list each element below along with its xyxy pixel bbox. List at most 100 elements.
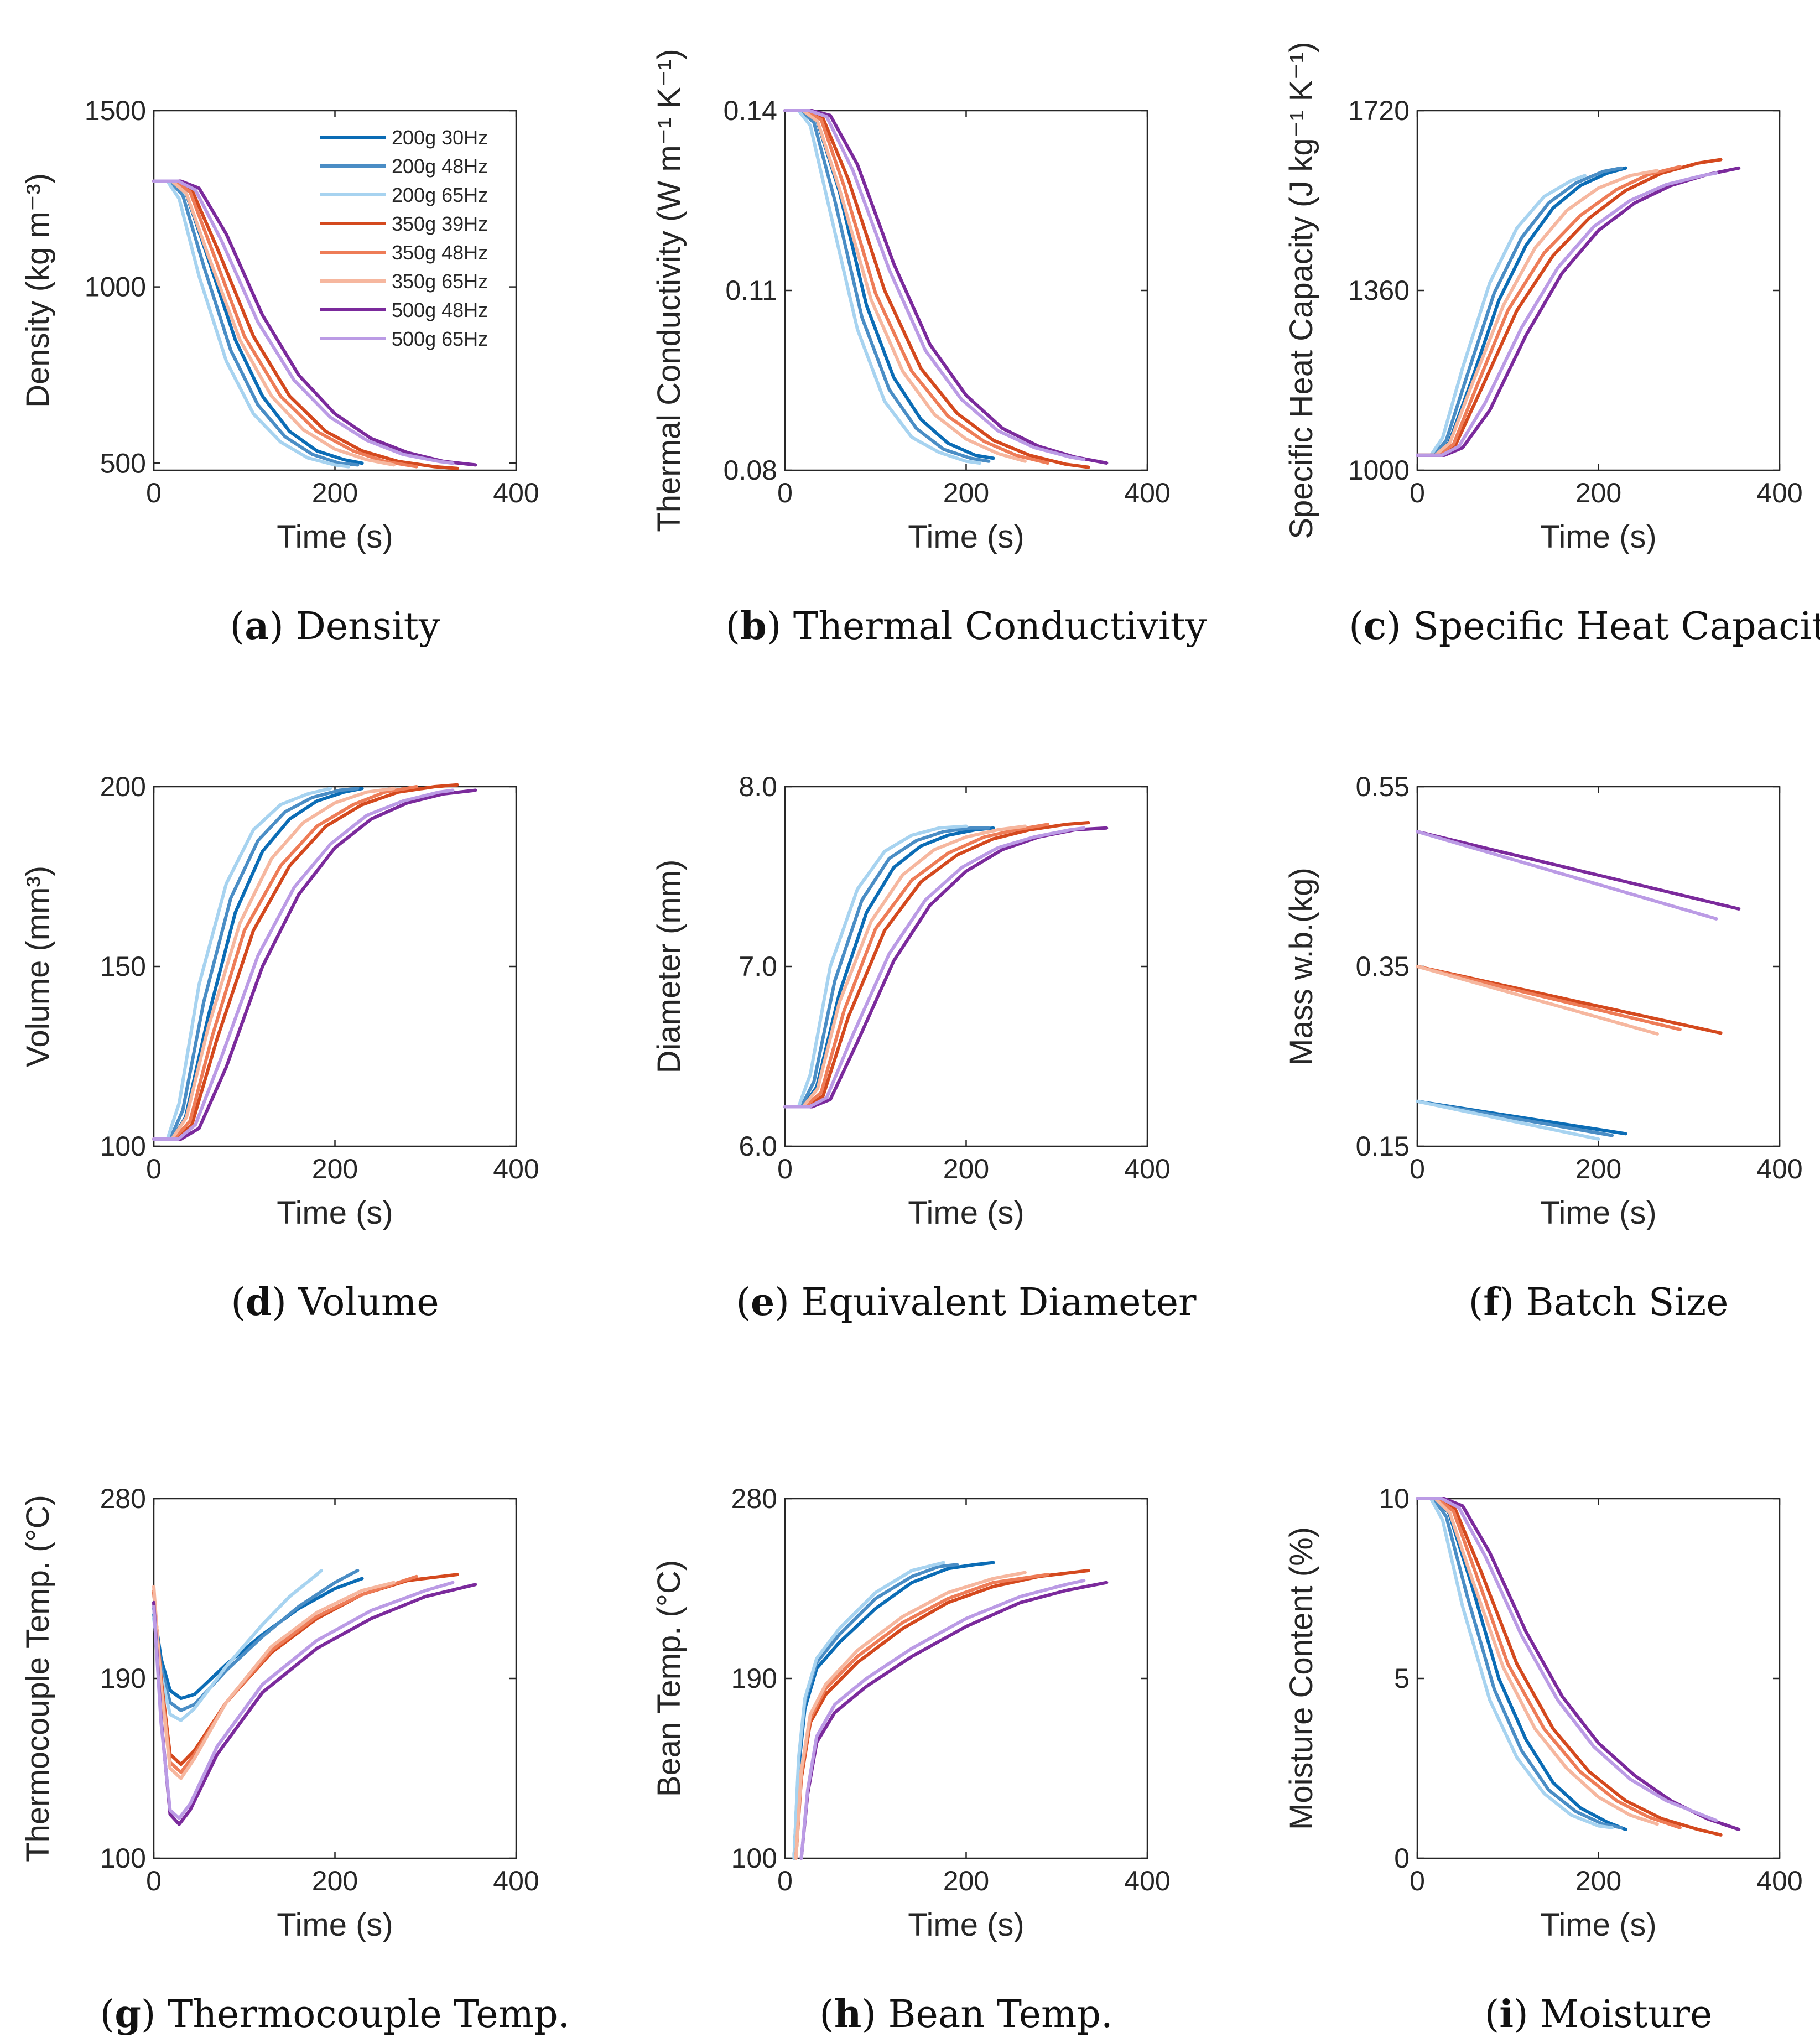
series-line-200g-48hz bbox=[1416, 1497, 1623, 1829]
series-line-350g-48hz bbox=[1416, 1497, 1682, 1829]
legend-entry: 500g 48Hz bbox=[392, 299, 488, 321]
x-tick-label: 200 bbox=[312, 1153, 358, 1184]
series-line-350g-48hz bbox=[1416, 965, 1682, 1031]
y-axis-label: Bean Temp. (°C) bbox=[651, 1560, 687, 1797]
y-axis-label: Diameter (mm) bbox=[651, 860, 687, 1074]
series-line-200g-65hz bbox=[792, 1561, 945, 1860]
x-tick-label: 0 bbox=[777, 477, 793, 508]
series-line-500g-65hz bbox=[1416, 171, 1718, 457]
x-axis-label: Time (s) bbox=[277, 1907, 393, 1943]
series-line-350g-39hz bbox=[152, 783, 459, 1141]
y-axis-label: Volume (mm³) bbox=[20, 866, 56, 1067]
y-tick-label: 1000 bbox=[1348, 455, 1410, 486]
y-axis-label: Specific Heat Capacity (J kg⁻¹ K⁻¹) bbox=[1283, 41, 1319, 539]
chart-panel-i: 0 200 400 0 5 10 Time (s) Moisture Content (%) (… bbox=[1283, 1483, 1803, 2036]
series-line-350g-65hz bbox=[1416, 965, 1659, 1036]
y-tick-label: 100 bbox=[100, 1131, 146, 1162]
legend-entry: 200g 30Hz bbox=[392, 126, 488, 149]
series-line-500g-65hz bbox=[1416, 1497, 1718, 1822]
y-tick-label: 280 bbox=[100, 1483, 146, 1514]
series-line-350g-48hz bbox=[1416, 165, 1682, 457]
series-line-350g-48hz bbox=[783, 109, 1049, 465]
series-line-500g-48hz bbox=[152, 788, 477, 1141]
x-tick-label: 0 bbox=[1410, 477, 1425, 508]
y-tick-label: 1720 bbox=[1348, 95, 1410, 126]
panel-caption: (g) Thermocouple Temp. bbox=[100, 1992, 570, 2036]
panel-caption: (d) Volume bbox=[231, 1280, 439, 1324]
x-axis-label: Time (s) bbox=[908, 519, 1024, 555]
y-axis-label: Moisture Content (%) bbox=[1283, 1527, 1319, 1830]
y-tick-label: 1500 bbox=[85, 95, 146, 126]
y-tick-label: 7.0 bbox=[739, 951, 777, 982]
panel-letter: i bbox=[1499, 1992, 1514, 2036]
legend-entry: 350g 65Hz bbox=[392, 270, 488, 293]
series-line-200g-65hz bbox=[783, 824, 968, 1109]
series-line-500g-65hz bbox=[152, 179, 455, 465]
chart-panel-d: 0 200 400 100 150 200 Time (s) Volume (mm³) (d) … bbox=[20, 771, 539, 1324]
y-tick-label: 500 bbox=[100, 448, 146, 479]
y-axis-label: Density (kg m⁻³) bbox=[20, 173, 56, 408]
x-tick-label: 400 bbox=[1124, 1153, 1170, 1184]
x-tick-label: 400 bbox=[1756, 477, 1802, 508]
legend-entry: 350g 48Hz bbox=[392, 241, 488, 264]
series-line-200g-65hz bbox=[152, 787, 332, 1141]
y-tick-label: 0.14 bbox=[724, 95, 777, 126]
panel-caption: (b) Thermal Conductivity bbox=[726, 604, 1207, 648]
series-line-350g-65hz bbox=[1416, 169, 1659, 457]
x-tick-label: 0 bbox=[146, 477, 162, 508]
chart-panel-e: 0 200 400 6.0 7.0 8.0 Time (s) Diameter (mm) (e)… bbox=[651, 771, 1197, 1324]
chart-panel-f: 0 200 400 0.15 0.35 0.55 Time (s) Mass w.b.(kg)… bbox=[1283, 771, 1803, 1324]
plot-area bbox=[784, 1498, 1148, 1859]
panel-letter: g bbox=[115, 1992, 141, 2036]
legend-entry: 500g 65Hz bbox=[392, 327, 488, 350]
plot-area bbox=[1416, 786, 1781, 1147]
y-tick-label: 190 bbox=[731, 1663, 777, 1694]
panel-letter: c bbox=[1364, 604, 1386, 648]
plot-area bbox=[153, 110, 517, 471]
x-axis-label: Time (s) bbox=[1540, 1195, 1656, 1231]
x-axis-label: Time (s) bbox=[277, 1195, 393, 1231]
y-tick-label: 280 bbox=[731, 1483, 777, 1514]
panel-caption: (c) Specific Heat Capacity bbox=[1349, 604, 1820, 648]
series-line-500g-65hz bbox=[783, 826, 1086, 1109]
x-tick-label: 200 bbox=[312, 477, 358, 508]
x-tick-label: 400 bbox=[493, 1865, 539, 1896]
x-tick-label: 0 bbox=[146, 1153, 162, 1184]
x-tick-label: 0 bbox=[1410, 1153, 1425, 1184]
y-tick-label: 1360 bbox=[1348, 275, 1410, 306]
x-tick-label: 200 bbox=[943, 1865, 989, 1896]
panel-letter: h bbox=[834, 1992, 861, 2036]
x-tick-label: 200 bbox=[312, 1865, 358, 1896]
series-line-500g-65hz bbox=[799, 1579, 1086, 1860]
x-tick-label: 0 bbox=[146, 1865, 162, 1896]
series-line-350g-48hz bbox=[152, 179, 418, 469]
y-axis-label: Thermocouple Temp. (°C) bbox=[20, 1495, 56, 1862]
series-line-500g-48hz bbox=[152, 179, 477, 467]
panel-letter: d bbox=[246, 1280, 272, 1324]
series-line-200g-65hz bbox=[152, 1569, 323, 1722]
series-line-200g-65hz bbox=[152, 179, 351, 469]
x-tick-label: 200 bbox=[943, 477, 989, 508]
chart-panel-c: 0 200 400 1000 1360 1720 Time (s) Specific Heat… bbox=[1283, 41, 1820, 648]
legend-entry: 200g 48Hz bbox=[392, 155, 488, 178]
chart-panel-g: 0 200 400 100 190 280 Time (s) Thermocouple Tem… bbox=[20, 1483, 570, 2036]
y-tick-label: 100 bbox=[731, 1843, 777, 1874]
series-line-350g-65hz bbox=[783, 109, 1027, 463]
x-tick-label: 200 bbox=[943, 1153, 989, 1184]
series-line-500g-65hz bbox=[783, 109, 1086, 461]
panel-caption: (i) Moisture bbox=[1485, 1992, 1713, 2036]
series-line-350g-39hz bbox=[1416, 1497, 1723, 1837]
plot-area bbox=[153, 1498, 517, 1859]
chart-panel-h: 0 200 400 100 190 280 Time (s) Bean Temp. (°C) (… bbox=[651, 1483, 1171, 2036]
series-line-350g-65hz bbox=[152, 787, 396, 1141]
series-line-200g-65hz bbox=[783, 109, 982, 465]
x-tick-label: 400 bbox=[1756, 1865, 1802, 1896]
panel-caption: (f) Batch Size bbox=[1469, 1280, 1729, 1324]
x-axis-label: Time (s) bbox=[1540, 1907, 1656, 1943]
y-tick-label: 200 bbox=[100, 771, 146, 802]
series-line-350g-65hz bbox=[794, 1571, 1027, 1860]
series-line-200g-65hz bbox=[1416, 1497, 1614, 1829]
x-axis-label: Time (s) bbox=[908, 1195, 1024, 1231]
series-line-350g-65hz bbox=[152, 179, 396, 467]
